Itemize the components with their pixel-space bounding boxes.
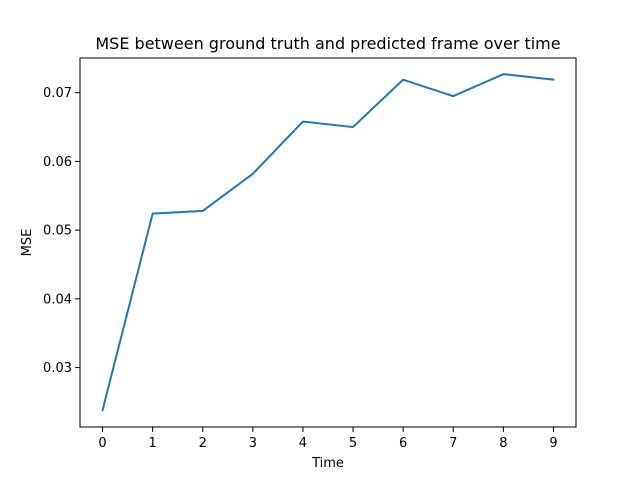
x-tick-label: 3: [249, 436, 257, 451]
chart-title: MSE between ground truth and predicted f…: [95, 34, 560, 53]
x-tick-label: 5: [349, 436, 357, 451]
x-tick-label: 0: [98, 436, 106, 451]
y-axis-ticks: 0.03 0.04 0.05 0.06 0.07: [43, 86, 80, 376]
plot-area-frame: [79, 57, 577, 428]
x-tick-label: 8: [499, 436, 507, 451]
x-axis-ticks: 0 1 2 3 4 5 6 7 8 9: [98, 427, 558, 451]
x-tick-label: 6: [399, 436, 407, 451]
y-axis-label: MSE: [20, 229, 35, 257]
x-tick-label: 9: [549, 436, 557, 451]
x-tick-label: 2: [199, 436, 207, 451]
y-tick-label: 0.03: [43, 361, 72, 376]
y-tick-label: 0.06: [43, 155, 72, 170]
x-tick-label: 1: [149, 436, 157, 451]
mse-series-line: [101, 73, 555, 412]
x-axis-label: Time: [311, 456, 344, 471]
y-tick-label: 0.05: [43, 224, 72, 239]
y-tick-label: 0.07: [43, 86, 72, 101]
x-tick-label: 7: [449, 436, 457, 451]
x-tick-label: 4: [299, 436, 307, 451]
y-tick-label: 0.04: [43, 292, 72, 307]
